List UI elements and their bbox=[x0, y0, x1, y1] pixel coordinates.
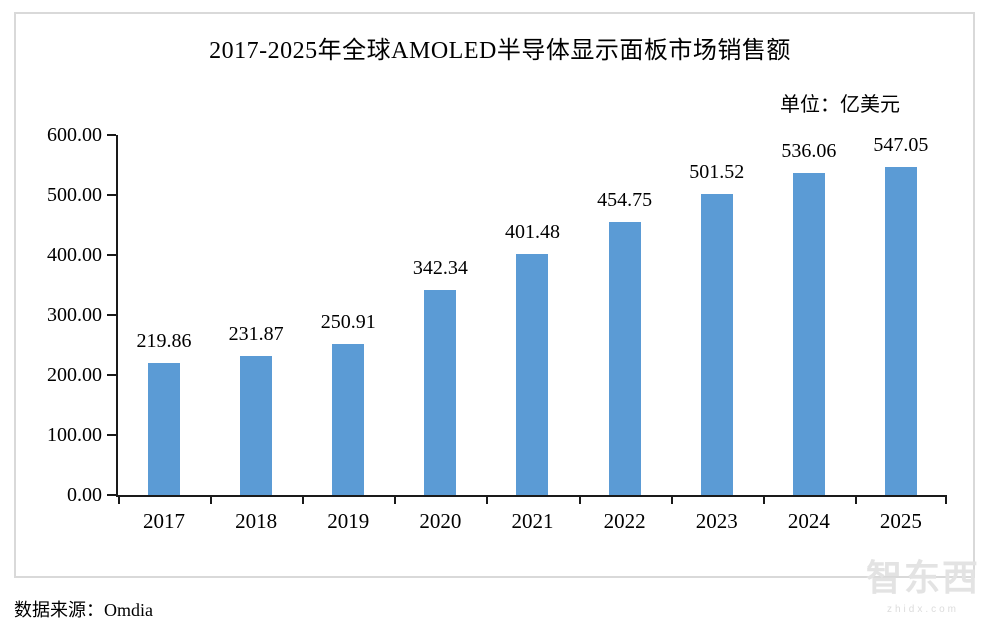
watermark-subtext: zhidx.com bbox=[886, 604, 959, 615]
bar-2017 bbox=[148, 363, 181, 495]
x-category-label-2022: 2022 bbox=[603, 509, 646, 533]
bar-2021 bbox=[516, 254, 549, 495]
bar-column: 547.05 2025 bbox=[855, 133, 947, 533]
bar-2023 bbox=[700, 194, 733, 495]
x-tick bbox=[579, 495, 581, 504]
y-tick bbox=[107, 314, 116, 316]
chart-title: 2017-2025年全球AMOLED半导体显示面板市场销售额 bbox=[209, 38, 791, 64]
y-tick-label: 400.00 bbox=[47, 244, 102, 266]
x-tick bbox=[945, 495, 947, 504]
x-tick bbox=[394, 495, 396, 504]
x-tick bbox=[763, 495, 765, 504]
value-label-2022: 454.75 bbox=[597, 189, 653, 212]
y-tick-label: 300.00 bbox=[47, 304, 102, 326]
x-category-label-2019: 2019 bbox=[327, 509, 370, 533]
bar-2024 bbox=[792, 173, 825, 495]
x-tick bbox=[855, 495, 857, 504]
x-tick bbox=[486, 495, 488, 504]
value-label-2025: 547.05 bbox=[873, 133, 929, 156]
bar-2025 bbox=[884, 166, 917, 495]
bar-2018 bbox=[240, 355, 273, 495]
y-tick bbox=[107, 254, 116, 256]
x-tick bbox=[671, 495, 673, 504]
y-tick-label: 600.00 bbox=[47, 124, 102, 146]
y-tick-label: 100.00 bbox=[47, 424, 102, 446]
x-tick bbox=[118, 495, 120, 504]
bar-column: 501.52 2023 bbox=[671, 135, 763, 533]
x-category-label-2024: 2024 bbox=[787, 509, 830, 533]
x-category-label-2023: 2023 bbox=[695, 509, 738, 533]
value-label-2021: 401.48 bbox=[504, 221, 560, 244]
y-tick-label: 500.00 bbox=[47, 184, 102, 206]
bar-2019 bbox=[332, 344, 365, 495]
data-source-label: 数据来源：Omdia bbox=[14, 600, 153, 620]
x-tick bbox=[302, 495, 304, 504]
bar-column: 401.48 2021 bbox=[486, 135, 578, 533]
x-category-label-2017: 2017 bbox=[143, 509, 186, 533]
value-label-2019: 250.91 bbox=[320, 311, 376, 334]
x-category-label-2025: 2025 bbox=[879, 509, 922, 533]
y-tick bbox=[107, 374, 116, 376]
bar-column: 454.75 2022 bbox=[579, 135, 671, 533]
y-tick bbox=[107, 194, 116, 196]
watermark-text: 智东西 bbox=[865, 557, 980, 598]
y-tick bbox=[107, 434, 116, 436]
x-category-label-2020: 2020 bbox=[419, 509, 462, 533]
value-label-2018: 231.87 bbox=[228, 322, 284, 345]
plot-area: 219.86 2017 231.87 2018 250.91 2019 342.34 2020… bbox=[107, 133, 947, 533]
bar-2020 bbox=[424, 289, 457, 495]
value-label-2017: 219.86 bbox=[136, 330, 192, 353]
bar-column: 219.86 2017 bbox=[118, 135, 210, 533]
y-tick-label: 0.00 bbox=[67, 484, 102, 506]
value-label-2020: 342.34 bbox=[412, 256, 468, 279]
y-tick-label: 200.00 bbox=[47, 364, 102, 386]
x-category-label-2021: 2021 bbox=[511, 509, 554, 533]
x-category-label-2018: 2018 bbox=[235, 509, 278, 533]
unit-label: 单位：亿美元 bbox=[780, 94, 900, 116]
bar-2022 bbox=[608, 222, 641, 495]
y-tick bbox=[107, 134, 116, 136]
watermark-logo: 智东西 zhidx.com bbox=[858, 552, 988, 616]
bar-column: 536.06 2024 bbox=[763, 135, 855, 533]
bar-column: 231.87 2018 bbox=[210, 135, 302, 533]
y-tick bbox=[107, 494, 116, 496]
value-label-2024: 536.06 bbox=[781, 140, 837, 163]
bar-column: 250.91 2019 bbox=[302, 135, 394, 533]
value-label-2023: 501.52 bbox=[689, 161, 745, 184]
bar-column: 342.34 2020 bbox=[394, 135, 486, 533]
x-tick bbox=[210, 495, 212, 504]
